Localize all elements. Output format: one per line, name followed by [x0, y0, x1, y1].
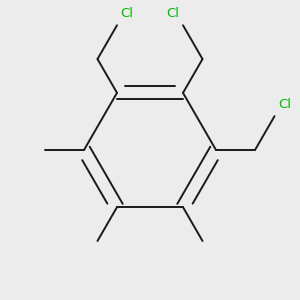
Text: Cl: Cl [278, 98, 291, 110]
Text: Cl: Cl [167, 7, 180, 20]
Text: Cl: Cl [120, 7, 133, 20]
